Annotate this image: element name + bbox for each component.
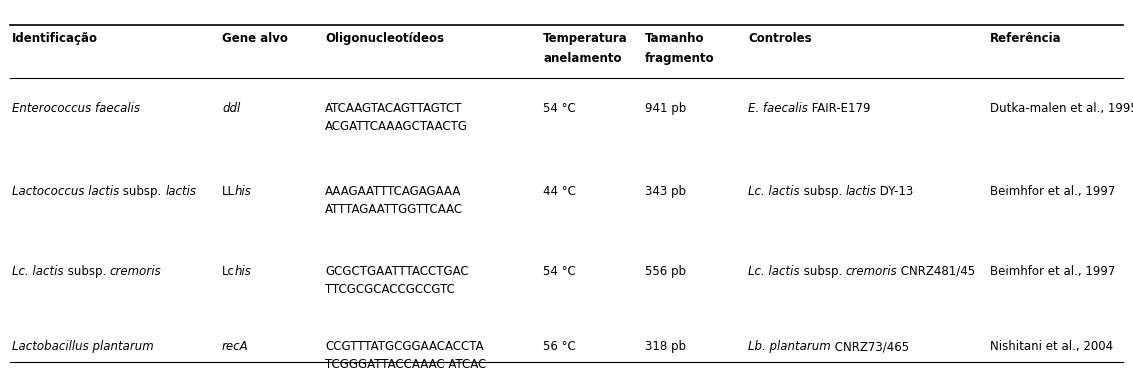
- Text: CNRZ481/45: CNRZ481/45: [897, 265, 976, 278]
- Text: ACGATTCAAAGCTAACTG: ACGATTCAAAGCTAACTG: [325, 120, 468, 133]
- Text: lactis: lactis: [845, 185, 877, 198]
- Text: subsp.: subsp.: [119, 185, 165, 198]
- Text: subsp.: subsp.: [63, 265, 110, 278]
- Text: Beimhfor et al., 1997: Beimhfor et al., 1997: [990, 265, 1115, 278]
- Text: 556 pb: 556 pb: [645, 265, 685, 278]
- Text: recA: recA: [222, 340, 248, 353]
- Text: cremoris: cremoris: [845, 265, 897, 278]
- Text: subsp.: subsp.: [800, 265, 845, 278]
- Text: his: his: [235, 185, 252, 198]
- Text: ATCAAGTACAGTTAGTCT: ATCAAGTACAGTTAGTCT: [325, 102, 462, 115]
- Text: Enterococcus faecalis: Enterococcus faecalis: [12, 102, 140, 115]
- Text: 56 °C: 56 °C: [543, 340, 576, 353]
- Text: subsp.: subsp.: [800, 185, 845, 198]
- Text: AAAGAATTTCAGAGAAA: AAAGAATTTCAGAGAAA: [325, 185, 461, 198]
- Text: Lc. lactis: Lc. lactis: [748, 185, 800, 198]
- Text: 941 pb: 941 pb: [645, 102, 687, 115]
- Text: 44 °C: 44 °C: [543, 185, 576, 198]
- Text: Lactococcus lactis: Lactococcus lactis: [12, 185, 119, 198]
- Text: Lc. lactis: Lc. lactis: [748, 265, 800, 278]
- Text: Temperatura: Temperatura: [543, 32, 628, 45]
- Text: GCGCTGAATTTACCTGAC: GCGCTGAATTTACCTGAC: [325, 265, 469, 278]
- Text: Referência: Referência: [990, 32, 1062, 45]
- Text: his: his: [235, 265, 252, 278]
- Text: Dutka-malen et al., 1995: Dutka-malen et al., 1995: [990, 102, 1133, 115]
- Text: 343 pb: 343 pb: [645, 185, 685, 198]
- Text: CCGTTTATGCGGAACACCTA: CCGTTTATGCGGAACACCTA: [325, 340, 484, 353]
- Text: fragmento: fragmento: [645, 52, 715, 65]
- Text: 54 °C: 54 °C: [543, 265, 576, 278]
- Text: anelamento: anelamento: [543, 52, 622, 65]
- Text: Oligonucleotídeos: Oligonucleotídeos: [325, 32, 444, 45]
- Text: cremoris: cremoris: [110, 265, 161, 278]
- Text: LL: LL: [222, 185, 235, 198]
- Text: lactis: lactis: [165, 185, 196, 198]
- Text: 54 °C: 54 °C: [543, 102, 576, 115]
- Text: Lactobacillus plantarum: Lactobacillus plantarum: [12, 340, 154, 353]
- Text: Lc: Lc: [222, 265, 235, 278]
- Text: Controles: Controles: [748, 32, 811, 45]
- Text: Lc. lactis: Lc. lactis: [12, 265, 63, 278]
- Text: CNRZ73/465: CNRZ73/465: [830, 340, 909, 353]
- Text: TCGGGATTACCAAAC ATCAC: TCGGGATTACCAAAC ATCAC: [325, 358, 486, 370]
- Text: Gene alvo: Gene alvo: [222, 32, 288, 45]
- Text: FAIR-E179: FAIR-E179: [808, 102, 870, 115]
- Text: Tamanho: Tamanho: [645, 32, 705, 45]
- Text: Beimhfor et al., 1997: Beimhfor et al., 1997: [990, 185, 1115, 198]
- Text: ddl: ddl: [222, 102, 240, 115]
- Text: TTCGCGCACCGCCGTC: TTCGCGCACCGCCGTC: [325, 283, 454, 296]
- Text: DY-13: DY-13: [877, 185, 913, 198]
- Text: Identificação: Identificação: [12, 32, 97, 45]
- Text: Nishitani et al., 2004: Nishitani et al., 2004: [990, 340, 1113, 353]
- Text: E. faecalis: E. faecalis: [748, 102, 808, 115]
- Text: 318 pb: 318 pb: [645, 340, 685, 353]
- Text: ATTTAGAATTGGTTCAAC: ATTTAGAATTGGTTCAAC: [325, 203, 463, 216]
- Text: Lb. plantarum: Lb. plantarum: [748, 340, 830, 353]
